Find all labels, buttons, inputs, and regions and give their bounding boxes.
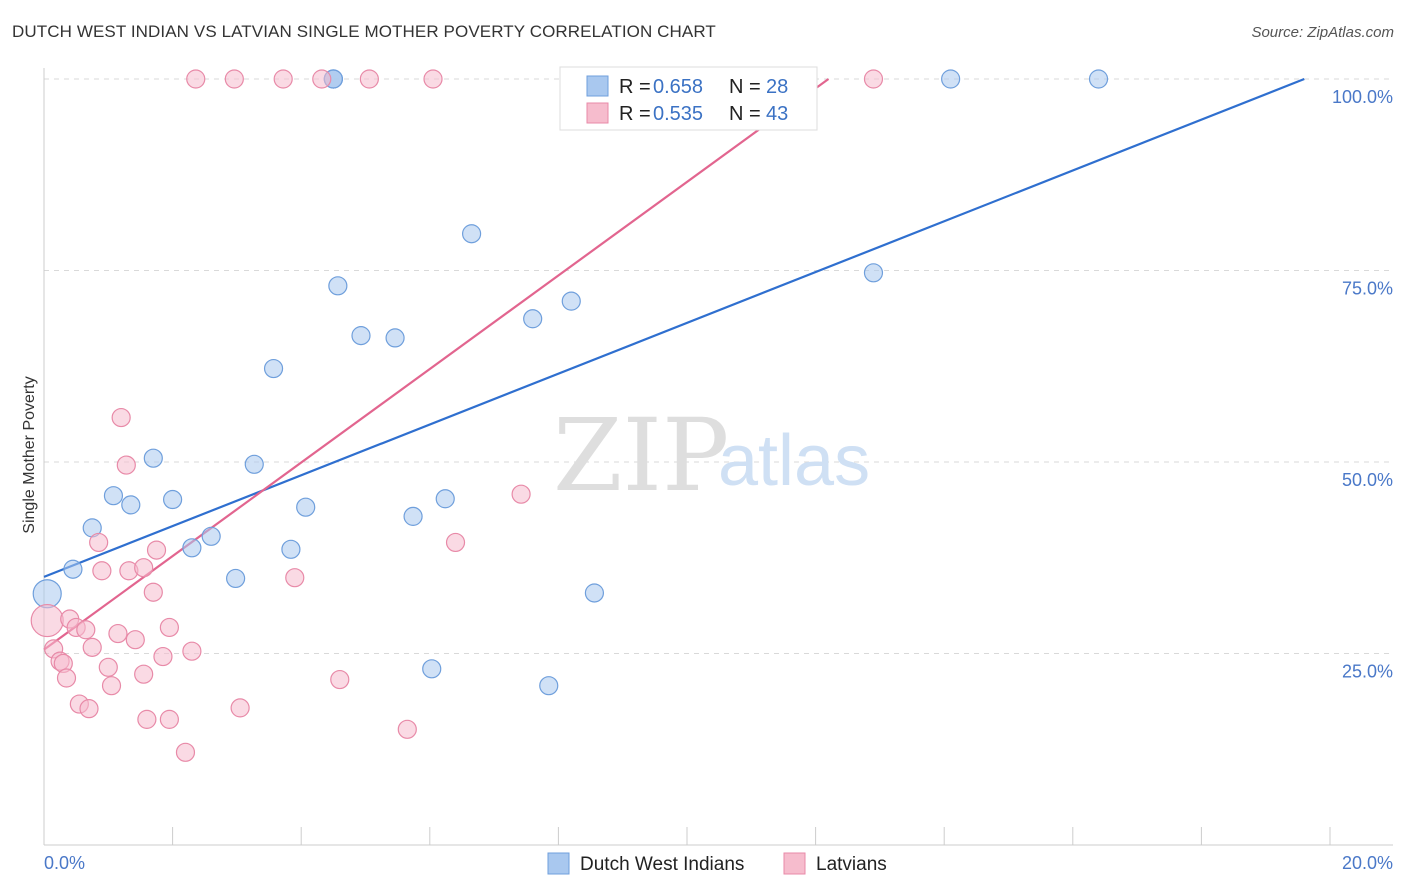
y-tick-label-1: 50.0% bbox=[1342, 470, 1393, 490]
dutch-point-12 bbox=[281, 539, 301, 559]
dutch-point-25 bbox=[584, 583, 605, 603]
chart-title: DUTCH WEST INDIAN VS LATVIAN SINGLE MOTH… bbox=[12, 22, 716, 41]
latvian-point-34 bbox=[285, 568, 305, 588]
y-tick-label-3: 100.0% bbox=[1332, 87, 1393, 107]
latvian-point-29 bbox=[182, 641, 202, 661]
bottom-legend: Dutch West Indians Latvians bbox=[547, 852, 887, 875]
y-tick-labels: 25.0% 50.0% 75.0% 100.0% bbox=[1332, 87, 1393, 682]
legend-n-value-dutch: 28 bbox=[766, 76, 788, 98]
latvian-point-22 bbox=[137, 709, 157, 729]
latvian-point-0 bbox=[30, 603, 64, 638]
latvian-trend-line bbox=[43, 78, 830, 651]
dutch-point-26 bbox=[863, 263, 884, 283]
y-tick-label-2: 75.0% bbox=[1342, 279, 1393, 299]
latvian-point-40 bbox=[445, 532, 466, 553]
legend-n-label-latvian: N = bbox=[729, 103, 761, 125]
latvian-point-23 bbox=[143, 582, 163, 602]
latvian-point-25 bbox=[153, 646, 173, 667]
watermark-zip: ZIP bbox=[553, 397, 729, 514]
latvian-point-10 bbox=[82, 637, 102, 657]
bottom-legend-label-dutch: Dutch West Indians bbox=[580, 854, 744, 875]
latvian-point-11 bbox=[89, 532, 109, 553]
legend-swatch-latvian bbox=[586, 102, 609, 124]
gridlines bbox=[44, 78, 1393, 654]
dutch-point-19 bbox=[385, 328, 405, 348]
latvian-point-30 bbox=[186, 69, 206, 89]
legend-r-label-latvian: R = bbox=[619, 103, 651, 125]
latvian-point-39 bbox=[423, 69, 443, 89]
latvian-point-35 bbox=[312, 69, 332, 89]
legend-swatch-dutch bbox=[586, 75, 609, 97]
latvian-point-8 bbox=[76, 620, 96, 640]
watermark-atlas: atlas bbox=[718, 421, 870, 501]
dutch-point-11 bbox=[263, 358, 284, 379]
latvian-point-36 bbox=[330, 669, 350, 690]
latvian-point-13 bbox=[98, 657, 118, 677]
latvian-point-17 bbox=[116, 455, 136, 475]
dutch-point-27 bbox=[941, 69, 961, 89]
dutch-point-0 bbox=[32, 579, 62, 609]
latvian-point-12 bbox=[92, 561, 112, 581]
dutch-point-7 bbox=[182, 538, 202, 558]
latvian-point-24 bbox=[146, 540, 167, 560]
latvian-point-41 bbox=[511, 484, 531, 504]
latvian-point-33 bbox=[273, 69, 293, 89]
dutch-trend-line bbox=[43, 77, 1305, 578]
dutch-point-30 bbox=[539, 676, 559, 696]
y-tick-label-0: 25.0% bbox=[1342, 662, 1393, 682]
legend-n-label-dutch: N = bbox=[729, 76, 761, 98]
legend-r-value-latvian: 0.535 bbox=[653, 103, 703, 125]
legend-r-value-dutch: 0.658 bbox=[653, 76, 703, 98]
dutch-point-3 bbox=[103, 486, 124, 506]
dutch-point-18 bbox=[351, 326, 371, 346]
dutch-point-21 bbox=[435, 489, 455, 509]
dutch-point-10 bbox=[244, 454, 264, 474]
x-tick-label-1: 20.0% bbox=[1342, 853, 1393, 873]
latvian-point-21 bbox=[134, 664, 154, 684]
legend-n-value-latvian: 43 bbox=[766, 103, 788, 125]
dutch-point-22 bbox=[461, 224, 482, 244]
data-points bbox=[30, 69, 1109, 762]
latvian-point-20 bbox=[134, 558, 154, 578]
latvian-point-31 bbox=[224, 69, 244, 89]
dutch-point-1 bbox=[63, 559, 83, 579]
dutch-point-5 bbox=[143, 448, 163, 468]
latvian-point-32 bbox=[230, 698, 250, 718]
trend-lines bbox=[43, 77, 1305, 651]
dutch-point-23 bbox=[523, 309, 543, 329]
dutch-point-24 bbox=[561, 291, 581, 311]
top-legend: R = 0.658 N = 28 R = 0.535 N = 43 bbox=[559, 66, 818, 131]
source-label: Source: ZipAtlas.com bbox=[1251, 24, 1394, 41]
latvian-point-37 bbox=[359, 69, 379, 89]
y-axis-label: Single Mother Poverty bbox=[21, 376, 38, 533]
latvian-point-15 bbox=[108, 623, 128, 644]
latvian-point-26 bbox=[159, 617, 179, 638]
dutch-point-13 bbox=[296, 497, 316, 517]
bottom-legend-label-latvian: Latvians bbox=[816, 854, 887, 875]
bottom-legend-swatch-latvian bbox=[783, 852, 806, 875]
latvian-point-19 bbox=[125, 630, 145, 650]
bottom-legend-swatch-dutch bbox=[547, 852, 570, 875]
dutch-point-14 bbox=[328, 276, 348, 296]
dutch-point-20 bbox=[403, 506, 423, 526]
latvian-point-16 bbox=[111, 407, 131, 428]
latvian-point-14 bbox=[101, 676, 122, 696]
latvian-point-27 bbox=[159, 709, 179, 729]
latvian-point-9 bbox=[79, 699, 99, 719]
latvian-point-38 bbox=[397, 719, 417, 739]
latvian-point-4 bbox=[56, 668, 77, 688]
dutch-point-9 bbox=[226, 568, 246, 589]
latvian-point-28 bbox=[175, 742, 196, 762]
x-tick-labels: 0.0% 20.0% bbox=[44, 853, 1393, 873]
dutch-point-8 bbox=[201, 526, 221, 546]
latvian-point-42 bbox=[863, 69, 884, 89]
x-tick-label-0: 0.0% bbox=[44, 853, 85, 873]
legend-r-label-dutch: R = bbox=[619, 76, 651, 98]
dutch-point-29 bbox=[422, 659, 442, 679]
axes bbox=[43, 68, 1393, 846]
dutch-point-6 bbox=[163, 489, 183, 510]
dutch-point-28 bbox=[1088, 69, 1109, 89]
dutch-point-4 bbox=[121, 495, 141, 515]
